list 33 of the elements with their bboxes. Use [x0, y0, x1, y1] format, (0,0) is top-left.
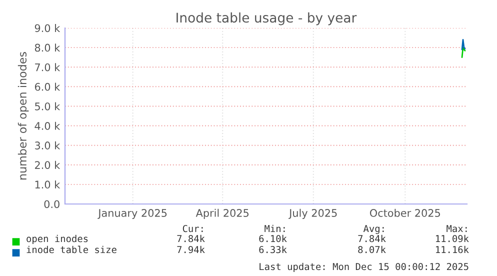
y-tick-label: 2.0 k [34, 160, 60, 169]
x-tick-label: January 2025 [98, 209, 167, 219]
line-series [461, 39, 466, 50]
y-tick-label: 7.0 k [35, 63, 60, 72]
text: 6.33k [259, 246, 287, 254]
chart-title: Inode table usage - by year [176, 12, 357, 26]
y-tick-label: 9.0 k [34, 24, 60, 32]
text: Cur: [182, 224, 203, 232]
y-tick-label: 1.0 k [35, 180, 60, 189]
text: 7.94k [177, 246, 205, 254]
text: Avg: [363, 225, 384, 234]
legend-label: open inodes [26, 234, 88, 244]
text: Min: [264, 224, 285, 232]
text: Last update: Mon Dec 15 00:00:12 2025 [260, 262, 468, 272]
y-tick-label: 5.0 k [35, 102, 60, 110]
text: 11.09k [436, 234, 469, 242]
y-tick-label: 4.0 k [34, 122, 60, 130]
line-series [461, 46, 466, 58]
legend-label: inode table size [26, 246, 116, 254]
y-tick-label: 8.0 k [34, 44, 60, 52]
text: 7.84k [358, 234, 386, 242]
y-tick-label: 3.0 k [35, 141, 60, 150]
text: 6.10k [259, 234, 287, 242]
text: Max: [446, 225, 467, 232]
text: 11.16k [436, 246, 469, 254]
text: 8.07k [358, 246, 386, 254]
x-tick-label: April 2025 [196, 208, 249, 219]
y-axis-title: number of open inodes [18, 52, 29, 180]
y-tick-label: 0.0 [44, 200, 60, 208]
text: 7.84k [177, 234, 205, 242]
y-tick-label: 6.0 k [34, 82, 60, 91]
x-tick-label: October 2025 [370, 208, 440, 217]
x-tick-label: July 2025 [288, 208, 337, 219]
